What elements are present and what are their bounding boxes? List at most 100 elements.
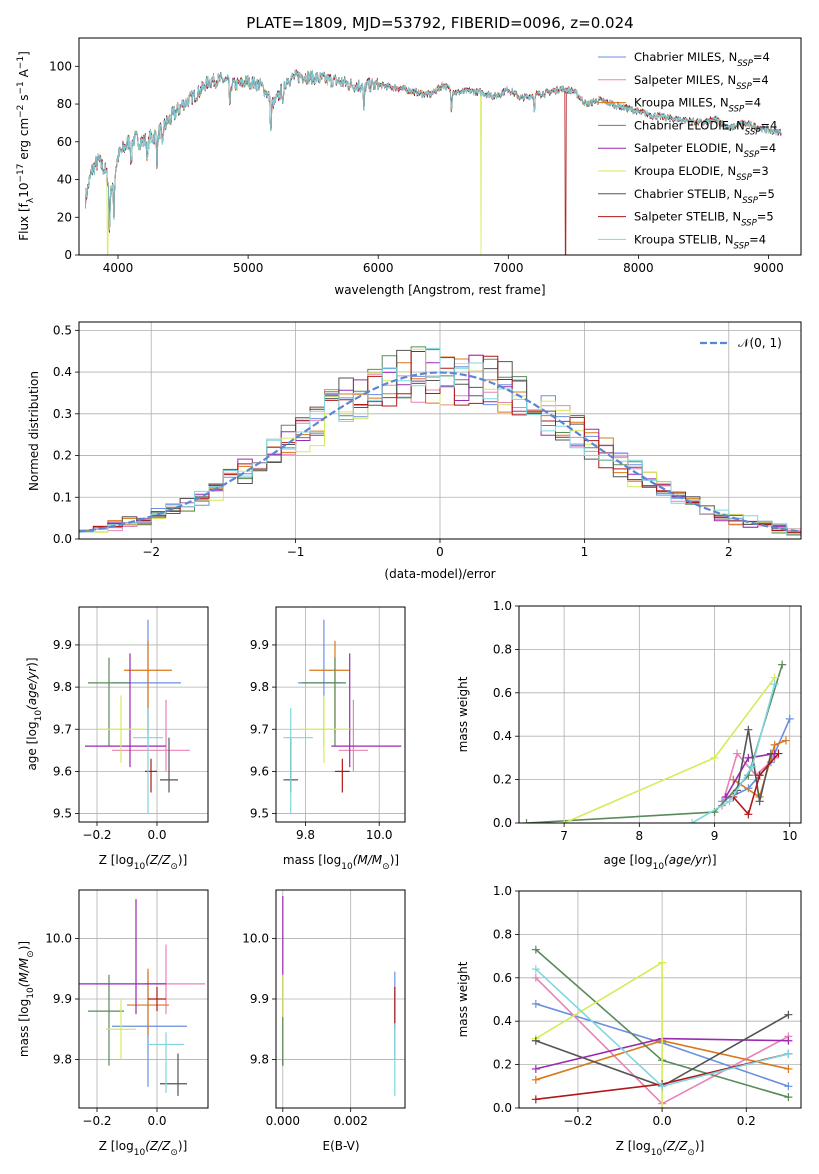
y-tick-label: 9.8 [53,680,72,694]
data-point-marker [784,1049,793,1058]
y-axis-label: mass [log10(M/M⊙)] [17,941,36,1057]
data-point-marker [658,958,667,967]
legend-entry: 𝒩(0, 1) [738,336,782,350]
y-tick-label: 0.0 [493,1101,512,1115]
x-tick-label: 0.0 [147,828,166,842]
series-kroupa-elodie [531,958,667,1108]
series-kroupa-stelib [531,965,793,1091]
data-point-marker [781,736,790,745]
legend-entry: Salpeter ELODIE, NSSP=4 [634,141,776,160]
axes-frame [275,606,406,823]
x-axis-label: age [log10(age/yr)] [603,853,716,872]
y-tick-label: 9.5 [250,807,269,821]
error-bar-chabrier-stelib [160,737,178,793]
x-tick-label: −1 [287,545,305,559]
data-point-marker [755,771,764,780]
y-tick-label: 9.6 [250,764,269,778]
x-tick-label: 9 [711,829,719,843]
y-tick-label: 0.1 [53,490,72,504]
y-tick-label: 0.8 [493,927,512,941]
spectrum-panel: 4000 5000 6000 7000 8000 9000 0 20 40 60 80 100 wave… [16,37,802,297]
y-tick-label: 9.9 [250,992,269,1006]
grid-lines [276,607,405,822]
y-tick-label: 9.8 [53,1053,72,1067]
legend-entry: Kroupa STELIB, NSSP=4 [634,232,766,251]
series-line [526,664,783,823]
error-bar-salpeter-stelib [148,986,166,1012]
error-bar-chabrier-elodie [88,657,130,747]
y-tick-label: 100 [49,59,72,73]
x-tick-label: 10.0 [366,828,393,842]
error-bar-kroupa-elodie [298,695,350,763]
y-tick-label: 20 [57,210,72,224]
y-tick-label: 9.8 [250,1053,269,1067]
x-tick-label: 1 [581,545,589,559]
axes-frame [518,605,802,824]
error-bar-kroupa-stelib [133,708,163,814]
legend-entry: Kroupa ELODIE, NSSP=3 [634,164,769,183]
y-axis-label: Normed distribution [27,371,41,491]
legend-entry: Kroupa MILES, NSSP=4 [634,96,761,115]
series-line [732,753,780,816]
age-vs-metallicity-panel: −0.2 0.0 9.5 9.6 9.7 9.8 9.9 Z [log10(Z/Z⊙)] age… [25,606,209,872]
series-kroupa-miles [729,736,790,801]
data-point-marker [744,810,753,819]
y-tick-label: 0.6 [493,971,512,985]
x-tick-label: 0 [436,545,444,559]
y-tick-label: 0 [64,248,72,262]
y-tick-label: 60 [57,135,72,149]
age-vs-mass-panel: 9.8 10.0 9.5 9.6 9.7 9.8 9.9 mass [log10(M/M⊙)] [250,606,406,872]
data-point-marker [531,973,540,982]
x-tick-label: 0.000 [266,1114,300,1128]
y-tick-label: 9.6 [53,764,72,778]
mass-vs-extinction-panel: 0.000 0.002 9.8 9.9 10.0 E(B-V) [242,889,406,1153]
error-bar-kroupa-elodie [97,695,145,763]
x-tick-label: 7000 [493,261,524,275]
error-bar-chabrier-stelib [160,1053,187,1096]
data-point-marker [785,714,794,723]
data-point-marker [784,1010,793,1019]
error-bar-salpeter-elodie [85,653,166,768]
residual-histogram-panel: −2 −1 0 1 2 0.0 0.1 0.2 0.3 0.4 0.5 𝒩(0, 1) (data-mo… [27,321,802,581]
y-tick-label: 0.4 [53,365,72,379]
data-point-marker [531,945,540,954]
data-point-marker [531,1036,540,1045]
y-tick-label: 9.9 [53,638,72,652]
grid-lines [79,607,208,822]
x-tick-label: 7 [560,829,568,843]
grid-lines [276,890,405,1108]
y-axis-label: Flux [fλ10−17 erg cm−2 s−1 A−1] [16,51,36,241]
y-tick-label: 80 [57,97,72,111]
legend-entry: Chabrier ELODIE, NSSP=4 [634,118,777,137]
error-bar-salpeter-elodie [79,899,166,1015]
x-axis-label: (data-model)/error [384,567,495,581]
data-point-marker [658,1082,667,1091]
y-tick-label: 9.5 [53,807,72,821]
data-point-marker [784,1036,793,1045]
x-tick-label: 4000 [103,261,134,275]
mass-weight-vs-metallicity-panel: −0.2 0.0 0.2 0.0 0.2 0.4 0.6 0.8 1.0 mass weight Z… [456,884,802,1158]
y-tick-label: 0.2 [53,449,72,463]
series-line [691,683,776,823]
x-tick-label: 9000 [753,261,784,275]
data-point-marker [784,1064,793,1073]
data-point-marker [784,1082,793,1091]
axes-frame [518,890,802,1109]
x-tick-label: 8 [635,829,643,843]
x-tick-label: −0.2 [563,1114,592,1128]
data-point-marker [531,965,540,974]
x-axis-label: Z [log10(Z/Z⊙)] [99,853,188,872]
error-bar-salpeter-stelib [334,758,350,793]
y-tick-label: 40 [57,173,72,187]
y-tick-label: 0.2 [493,773,512,787]
error-bar-kroupa-stelib [148,1032,184,1093]
x-tick-label: 0.002 [334,1114,368,1128]
data-point-marker [560,819,569,823]
data-point-marker [522,819,531,823]
figure-title: PLATE=1809, MJD=53792, FIBERID=0096, z=0… [246,14,633,32]
x-tick-label: 5000 [233,261,264,275]
legend-entry: Salpeter STELIB, NSSP=5 [634,210,774,229]
data-point-marker [687,819,696,823]
y-tick-label: 0.0 [493,816,512,830]
y-tick-label: 9.9 [53,992,72,1006]
